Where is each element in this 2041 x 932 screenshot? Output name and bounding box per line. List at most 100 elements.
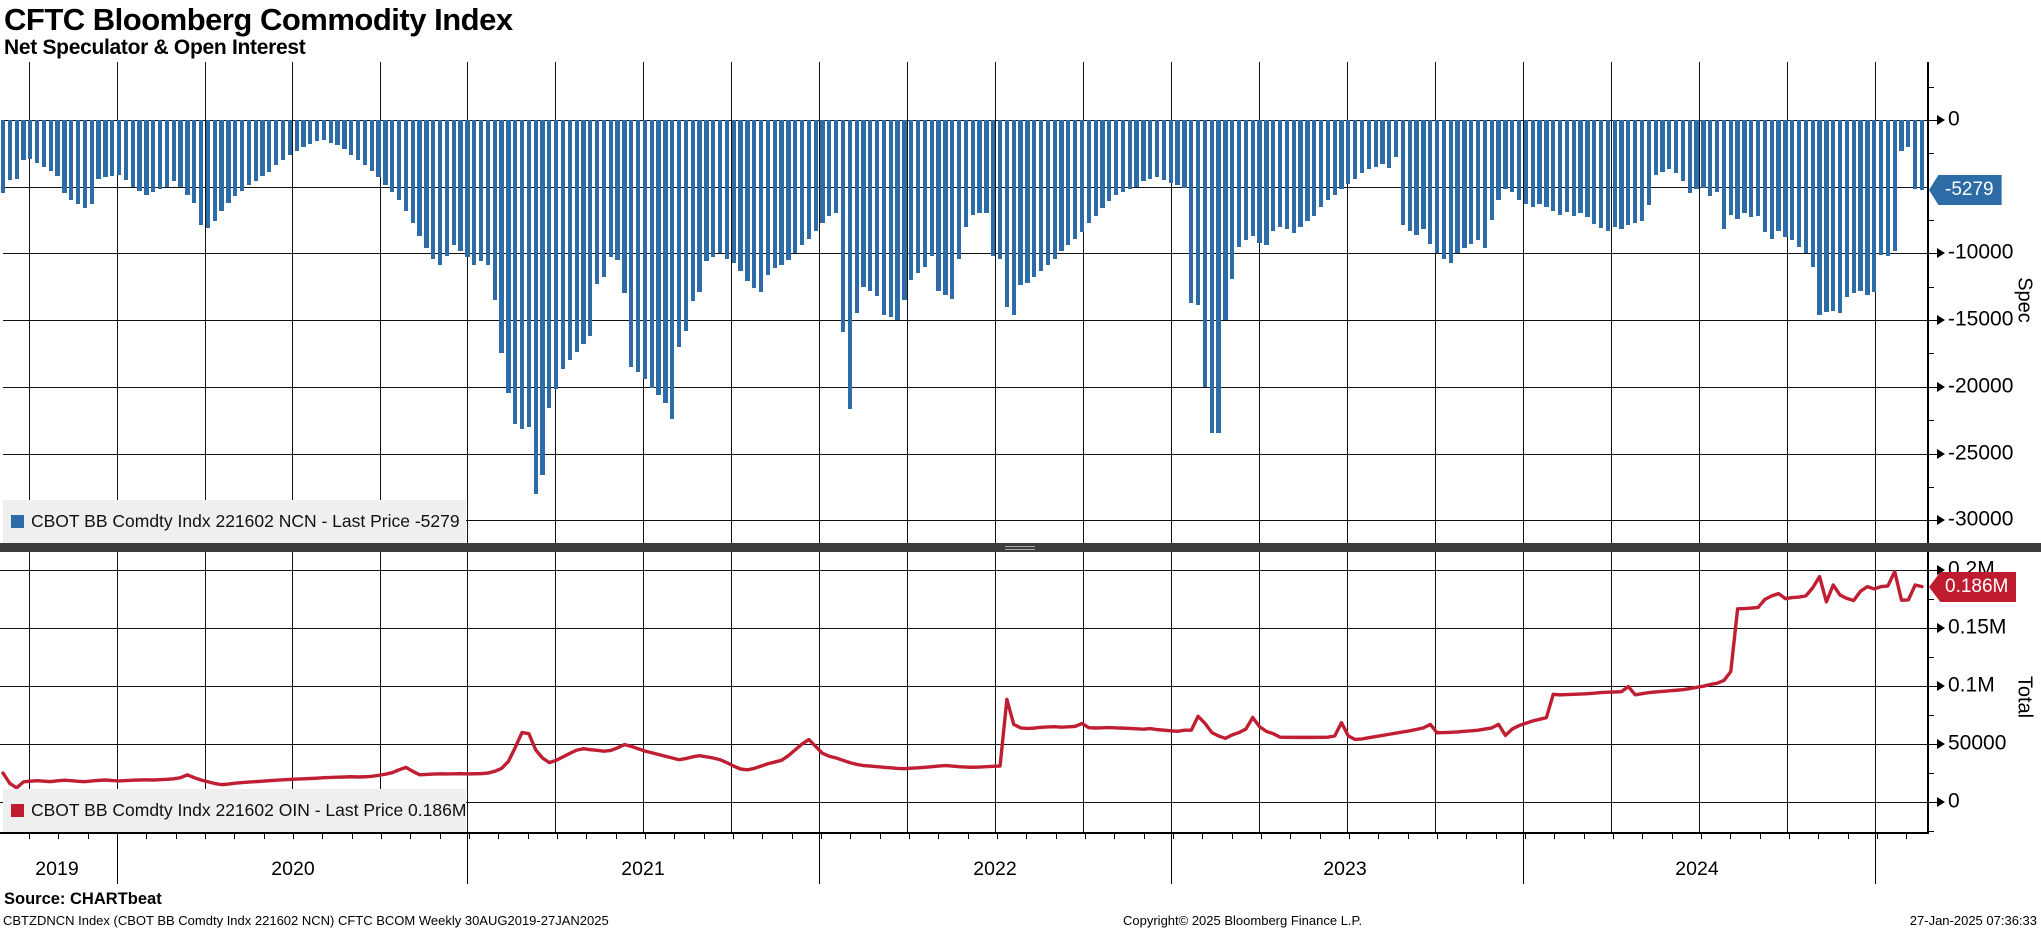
spec-bar[interactable] <box>1885 120 1890 257</box>
spec-bar[interactable] <box>1619 120 1624 230</box>
spec-bar[interactable] <box>1236 120 1242 247</box>
spec-bar[interactable] <box>540 120 545 475</box>
spec-bar[interactable] <box>28 120 33 159</box>
spec-bar[interactable] <box>1312 120 1317 217</box>
spec-bar[interactable] <box>1913 120 1918 190</box>
spec-bar[interactable] <box>62 120 67 194</box>
spec-bar[interactable] <box>1154 120 1160 178</box>
spec-bar[interactable] <box>1851 120 1856 294</box>
spec-bar[interactable] <box>840 120 846 333</box>
spec-bar[interactable] <box>478 120 484 262</box>
spec-bar[interactable] <box>1107 120 1112 202</box>
spec-bar[interactable] <box>212 120 217 222</box>
spec-bar[interactable] <box>991 120 996 257</box>
spec-bar[interactable] <box>827 120 832 217</box>
spec-bar[interactable] <box>1230 120 1235 279</box>
spec-bar[interactable] <box>1271 120 1276 231</box>
spec-bar[interactable] <box>35 120 40 163</box>
spec-bar[interactable] <box>1694 120 1699 190</box>
spec-bar[interactable] <box>1585 120 1590 218</box>
spec-bar[interactable] <box>1079 120 1085 233</box>
spec-bar[interactable] <box>656 120 661 395</box>
spec-bar[interactable] <box>1714 120 1720 193</box>
spec-bar[interactable] <box>431 120 436 259</box>
spec-bar[interactable] <box>151 120 156 193</box>
spec-bar[interactable] <box>1475 120 1481 241</box>
spec-bar[interactable] <box>1298 120 1303 227</box>
spec-bar[interactable] <box>513 120 518 425</box>
spec-bar[interactable] <box>1243 120 1249 241</box>
spec-bar[interactable] <box>335 120 340 146</box>
spec-bar[interactable] <box>424 120 429 249</box>
spec-bar[interactable] <box>376 120 381 178</box>
spec-bar[interactable] <box>1872 120 1877 293</box>
spec-bar[interactable] <box>369 120 374 171</box>
spec-bar[interactable] <box>301 120 306 147</box>
spec-bar[interactable] <box>731 120 736 263</box>
spec-bar[interactable] <box>622 120 627 294</box>
spec-bar[interactable] <box>219 120 224 211</box>
spec-bar[interactable] <box>779 120 784 266</box>
spec-bar[interactable] <box>1052 120 1057 259</box>
spec-bar[interactable] <box>1919 120 1925 191</box>
spec-bar[interactable] <box>1250 120 1255 237</box>
spec-bar[interactable] <box>1557 120 1563 215</box>
spec-bar[interactable] <box>588 120 593 337</box>
spec-bar[interactable] <box>902 120 907 301</box>
spec-bar[interactable] <box>909 120 914 281</box>
spec-bar[interactable] <box>786 120 791 261</box>
spec-bar[interactable] <box>649 120 654 389</box>
spec-bar[interactable] <box>1735 120 1740 219</box>
spec-bar[interactable] <box>1824 120 1829 313</box>
spec-bar[interactable] <box>676 120 682 347</box>
spec-bar[interactable] <box>1687 120 1692 194</box>
spec-bar[interactable] <box>963 120 969 227</box>
spec-bar[interactable] <box>1530 120 1535 207</box>
spec-bar[interactable] <box>1284 120 1290 230</box>
spec-bar[interactable] <box>1571 120 1576 217</box>
spec-bar[interactable] <box>1728 120 1733 215</box>
spec-bar[interactable] <box>1544 120 1549 207</box>
spec-bar[interactable] <box>1066 120 1071 246</box>
spec-bar[interactable] <box>1428 120 1433 245</box>
spec-bar[interactable] <box>164 120 170 187</box>
spec-bar[interactable] <box>157 120 163 190</box>
spec-bar[interactable] <box>14 120 19 179</box>
spec-bar[interactable] <box>956 120 962 259</box>
spec-bar[interactable] <box>451 120 456 246</box>
spec-bar[interactable] <box>287 120 292 155</box>
spec-bar[interactable] <box>1796 120 1802 247</box>
spec-bar[interactable] <box>1462 120 1467 249</box>
spec-bar[interactable] <box>1523 120 1529 205</box>
spec-bar[interactable] <box>1516 120 1522 201</box>
spec-bar[interactable] <box>1489 120 1494 221</box>
spec-bar[interactable] <box>7 120 12 181</box>
spec-bar[interactable] <box>868 120 873 291</box>
spec-bar[interactable] <box>1878 120 1884 255</box>
spec-bar[interactable] <box>1202 120 1208 387</box>
spec-bar[interactable] <box>130 120 135 187</box>
spec-bar[interactable] <box>75 120 81 205</box>
spec-bar[interactable] <box>1441 120 1447 259</box>
spec-bar[interactable] <box>1612 120 1617 227</box>
spec-bar[interactable] <box>1100 120 1105 209</box>
spec-bar[interactable] <box>342 120 347 150</box>
spec-bar[interactable] <box>1755 120 1761 217</box>
spec-bar[interactable] <box>601 120 607 278</box>
spec-bar[interactable] <box>1421 120 1426 230</box>
spec-bar[interactable] <box>1195 120 1201 306</box>
spec-bar[interactable] <box>410 120 415 223</box>
spec-bar[interactable] <box>1325 120 1330 201</box>
spec-bar[interactable] <box>1906 120 1911 147</box>
spec-bar[interactable] <box>1073 120 1078 239</box>
spec-bar[interactable] <box>704 120 709 262</box>
spec-bar[interactable] <box>793 120 798 254</box>
spec-bar[interactable] <box>1482 120 1488 249</box>
spec-bar[interactable] <box>1257 120 1262 243</box>
spec-bar[interactable] <box>192 120 197 203</box>
spec-bar[interactable] <box>1537 120 1542 205</box>
spec-bar[interactable] <box>1127 120 1132 190</box>
spec-bar[interactable] <box>533 120 538 494</box>
spec-bar[interactable] <box>1708 120 1713 197</box>
spec-bar[interactable] <box>1653 120 1658 175</box>
